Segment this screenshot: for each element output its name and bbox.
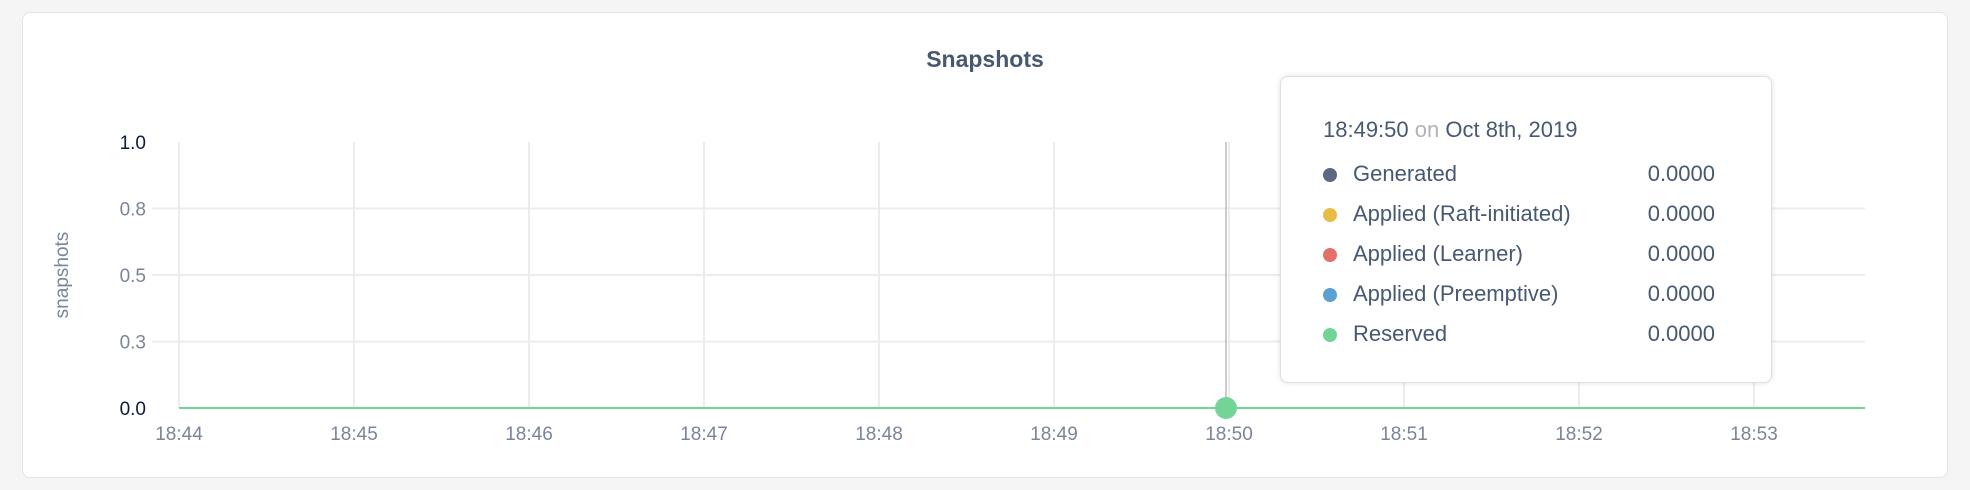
tooltip-date: Oct 8th, 2019 [1445, 117, 1578, 142]
y-tick-label: 0.8 [120, 200, 146, 221]
x-tick-label: 18:45 [330, 424, 378, 445]
hover-point [1215, 397, 1237, 419]
tooltip-row-applied-learner: Applied (Learner) 0.0000 [1323, 239, 1715, 271]
tooltip-row-generated: Generated 0.0000 [1323, 159, 1715, 191]
x-tick-label: 18:44 [155, 424, 203, 445]
tooltip-row-applied-preemptive: Applied (Preemptive) 0.0000 [1323, 279, 1715, 311]
y-tick-label: 0.3 [120, 333, 146, 354]
series-dot-icon [1323, 248, 1337, 262]
x-tick-label: 18:47 [680, 424, 728, 445]
tooltip-row-reserved: Reserved 0.0000 [1323, 319, 1715, 351]
tooltip-label: Applied (Preemptive) [1353, 281, 1559, 306]
chart-tooltip: 18:49:50 on Oct 8th, 2019 Generated 0.00… [1280, 76, 1772, 383]
tooltip-time: 18:49:50 [1323, 117, 1409, 142]
y-tick-label: 0.5 [120, 266, 146, 287]
tooltip-on: on [1414, 117, 1440, 142]
tooltip-label: Reserved [1353, 321, 1448, 346]
x-tick-label: 18:51 [1380, 424, 1428, 445]
tooltip-label: Applied (Learner) [1353, 241, 1523, 266]
series-dot-icon [1323, 208, 1337, 222]
y-tick-label: 1.0 [120, 133, 146, 154]
y-axis-label: snapshots [52, 232, 73, 319]
y-tick-label: 0.0 [120, 399, 146, 420]
series-dot-icon [1323, 328, 1337, 342]
x-tick-label: 18:53 [1730, 424, 1778, 445]
x-tick-label: 18:49 [1030, 424, 1078, 445]
tooltip-label: Applied (Raft-initiated) [1353, 201, 1571, 226]
chart-title: Snapshots [926, 46, 1044, 72]
x-tick-label: 18:46 [505, 424, 553, 445]
series-dot-icon [1323, 288, 1337, 302]
tooltip-value: 0.0000 [1647, 321, 1715, 346]
x-tick-label: 18:48 [855, 424, 903, 445]
tooltip-value: 0.0000 [1647, 201, 1715, 226]
tooltip-value: 0.0000 [1647, 161, 1715, 186]
tooltip-header: 18:49:50 on Oct 8th, 2019 [1323, 117, 1577, 143]
series-dot-icon [1323, 168, 1337, 182]
tooltip-label: Generated [1353, 161, 1457, 186]
tooltip-value: 0.0000 [1647, 281, 1715, 306]
x-tick-label: 18:50 [1205, 424, 1253, 445]
tooltip-value: 0.0000 [1647, 241, 1715, 266]
x-tick-label: 18:52 [1555, 424, 1603, 445]
tooltip-row-applied-raft: Applied (Raft-initiated) 0.0000 [1323, 199, 1715, 231]
